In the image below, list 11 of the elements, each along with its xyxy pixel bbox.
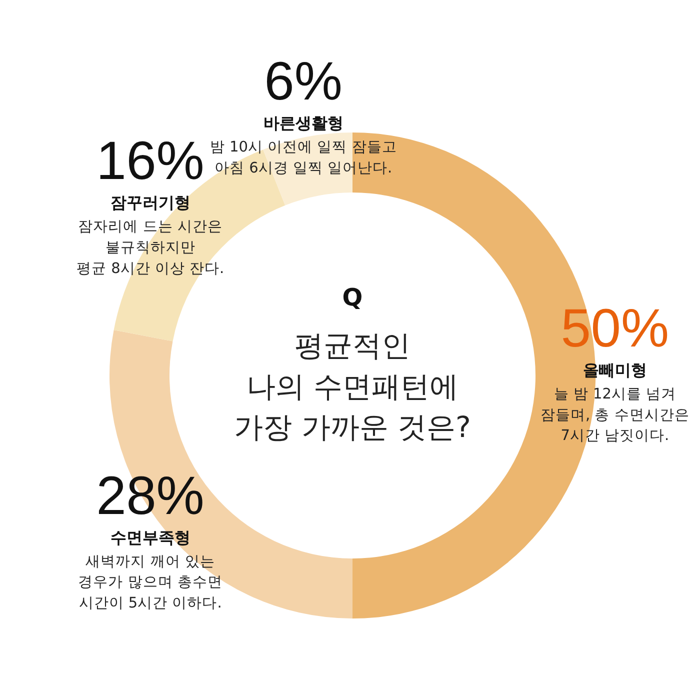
text: 평균적인 나의 수면패턴에 가장 가까운 것은?: [234, 328, 471, 444]
text: 잠자리에 드는 시간은 불규칙하지만 평균 8시간 이상 잔다.: [76, 219, 224, 277]
data-label: 16%: [96, 131, 204, 192]
slice-label: 바른생활형: [263, 114, 344, 133]
text: 새벽까지 깨어 있는 경우가 많으며 총수면 시간이 5시간 이하다.: [78, 554, 222, 612]
text: 밤 10시 이전에 일찍 잠들고 아침 6시경 일찍 일어난다.: [210, 140, 397, 177]
slice-label: 잠꾸러기형: [110, 193, 190, 212]
slice-label: 수면부족형: [110, 528, 190, 547]
text: Q: [342, 284, 363, 312]
data-label: 28%: [96, 466, 204, 526]
data-label: 6%: [264, 52, 342, 112]
